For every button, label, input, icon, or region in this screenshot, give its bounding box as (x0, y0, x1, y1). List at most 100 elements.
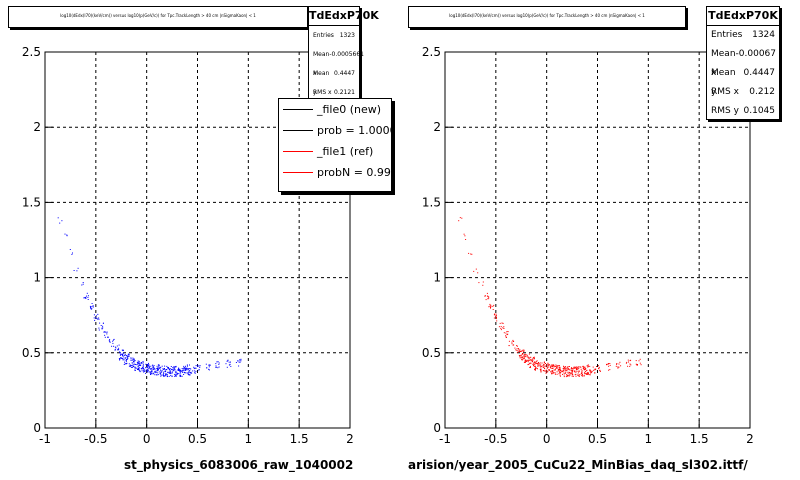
right-data-point (533, 357, 535, 359)
left-data-point (174, 373, 176, 375)
right-data-point (593, 370, 595, 371)
left-data-point (179, 370, 181, 372)
right-data-point (502, 322, 504, 324)
left-data-point (198, 365, 200, 367)
right-y-tick-label: 1.5 (422, 195, 441, 209)
legend-entry-file0: _file0 (new) (279, 99, 391, 120)
right-data-point (567, 375, 569, 376)
right-data-point (506, 331, 508, 333)
left-data-point (175, 366, 177, 368)
left-data-point (77, 267, 79, 269)
left-data-point (178, 373, 180, 375)
left-data-point (138, 368, 140, 370)
right-data-point (490, 307, 491, 308)
left-data-point (158, 364, 160, 366)
left-data-point (114, 346, 116, 348)
right-data-point (496, 317, 497, 318)
right-data-point (572, 369, 574, 371)
right-data-point (482, 284, 484, 286)
left-data-point (91, 303, 93, 304)
left-data-point (138, 365, 140, 367)
left-data-point (113, 345, 115, 347)
right-data-point (488, 297, 490, 299)
left-data-point (175, 371, 177, 373)
left-data-point (181, 370, 183, 372)
left-data-point (94, 319, 96, 321)
right-data-point (582, 368, 584, 370)
left-data-point (138, 361, 140, 363)
left-data-point (178, 369, 180, 371)
left-data-point (130, 359, 132, 361)
left-data-point (175, 375, 177, 376)
right-data-point (490, 307, 491, 309)
right-data-point (587, 366, 589, 368)
left-data-point (109, 340, 111, 342)
right-data-point (560, 371, 562, 373)
right-data-point (458, 220, 460, 222)
left-data-point (170, 366, 172, 367)
right-data-point (522, 358, 524, 360)
left-data-point (154, 374, 156, 376)
left-data-point (99, 322, 101, 324)
left-data-point (227, 359, 229, 361)
right-data-point (464, 235, 466, 237)
left-data-point (235, 362, 237, 363)
left-data-point (155, 372, 157, 374)
left-data-point (147, 364, 149, 366)
left-data-point (119, 354, 121, 356)
right-data-point (484, 295, 486, 297)
left-data-point (98, 317, 100, 319)
right-data-point (587, 373, 588, 375)
left-data-point (175, 370, 177, 372)
left-data-point (156, 368, 158, 370)
left-data-point (134, 360, 136, 362)
right-data-point (524, 354, 526, 356)
left-data-point (198, 369, 200, 371)
left-data-point (124, 363, 126, 365)
right-data-point (567, 369, 569, 371)
right-data-point (534, 368, 536, 370)
right-data-point (516, 348, 518, 350)
left-data-point (215, 363, 217, 365)
right-data-point (587, 364, 589, 366)
left-data-point (160, 374, 162, 376)
left-data-point (193, 368, 195, 370)
left-data-point (166, 376, 168, 378)
right-data-point (550, 367, 552, 369)
left-data-point (179, 374, 181, 376)
left-data-point (189, 372, 191, 373)
left-data-point (152, 366, 154, 368)
left-data-point (189, 368, 191, 369)
left-data-point (144, 369, 146, 371)
right-data-point (486, 292, 488, 294)
left-data-point (165, 373, 167, 375)
left-data-point (153, 372, 155, 374)
left-data-point (151, 365, 153, 367)
right-data-point (555, 367, 557, 369)
legend-swatch (283, 151, 313, 152)
legend-entry-prob: prob = 1.000000 (279, 120, 391, 141)
left-data-point (106, 333, 108, 335)
left-y-tick-label: 1.5 (22, 195, 41, 209)
left-data-point (76, 270, 78, 272)
left-data-point (197, 366, 199, 367)
right-data-point (548, 364, 550, 366)
left-data-point (119, 352, 121, 354)
left-data-point (150, 369, 152, 370)
right-data-point (582, 366, 584, 368)
left-data-point (151, 369, 153, 371)
right-y-tick-label: 2 (433, 120, 441, 134)
left-data-point (125, 357, 127, 359)
left-data-point (126, 356, 128, 358)
right-stats-box: TdEdxP70K Entries 1324 Mean x -0.00067 Mea… (706, 6, 780, 120)
left-data-point (126, 355, 127, 357)
left-data-point (184, 372, 186, 374)
left-data-point (141, 368, 143, 370)
right-data-point (578, 371, 580, 373)
left-data-point (152, 368, 154, 370)
right-data-point (587, 372, 589, 373)
right-data-point (528, 359, 530, 361)
left-data-point (161, 365, 163, 367)
right-data-point (583, 366, 585, 368)
right-data-point (558, 367, 560, 369)
